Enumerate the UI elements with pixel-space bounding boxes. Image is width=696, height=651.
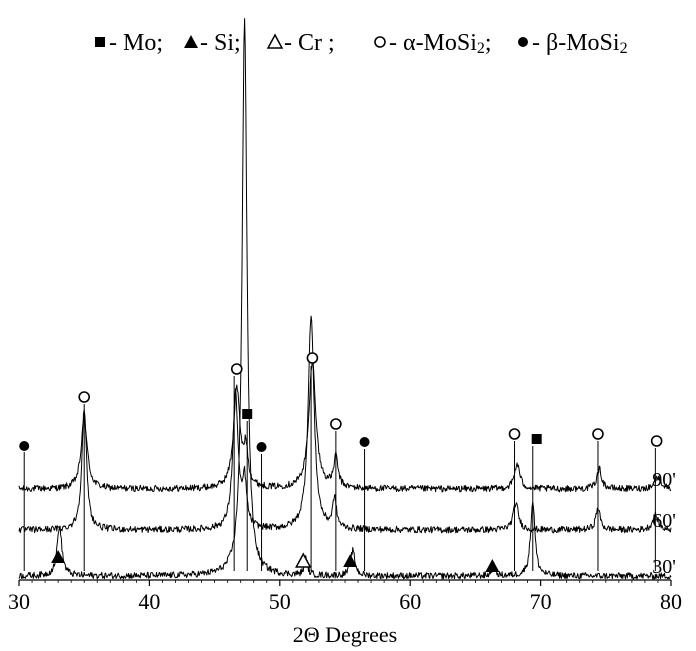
x-tick-label: 80 [660, 589, 682, 614]
legend-symbol-filled-square [95, 37, 105, 47]
legend-entry-text: - Cr ; [284, 30, 335, 56]
x-tick-label: 60 [399, 589, 421, 614]
x-tick-label: 70 [530, 589, 552, 614]
marker-filled-square [531, 434, 542, 444]
marker-filled-triangle [485, 559, 500, 572]
marker-filled-triangle [343, 554, 358, 567]
trace-90min [18, 359, 672, 493]
trace-60min [18, 315, 672, 534]
x-tick-label: 30 [8, 589, 30, 614]
marker-open-circle [78, 391, 90, 403]
legend-entry-text: - β-MoSi2 [532, 30, 628, 57]
marker-open-circle [592, 428, 604, 440]
marker-filled-circle [19, 441, 30, 451]
legend-symbol-filled-circle [518, 37, 528, 47]
series-label: 60' [652, 510, 676, 532]
series-label: 90' [652, 469, 676, 491]
marker-filled-square [242, 409, 253, 419]
x-axis: 30 40 50 60 70 80 [8, 579, 682, 614]
marker-filled-triangle [51, 550, 66, 563]
marker-open-circle [230, 363, 243, 375]
legend-symbol-open-circle [374, 36, 386, 48]
marker-open-triangle [295, 552, 312, 568]
x-tick-label: 50 [269, 589, 291, 614]
x-axis-title: 2Θ Degrees [293, 622, 397, 647]
legend-symbol-filled-triangle [184, 35, 198, 48]
marker-filled-circle [359, 437, 370, 447]
legend-entry-text: - Mo; [109, 30, 163, 56]
phase-markers [19, 352, 663, 572]
legend-entry-text: - Si; [200, 30, 241, 56]
reference-lines [23, 366, 656, 571]
marker-open-circle [508, 428, 521, 440]
legend-symbol-open-triangle [266, 33, 284, 49]
series-label: 30' [652, 556, 676, 578]
marker-filled-circle [256, 442, 267, 452]
series-labels: 90' 60' 30' [652, 469, 676, 578]
legend: - Mo; - Si; - Cr ; - α-MoSi2; - β-MoSi2 [95, 30, 628, 57]
diffraction-traces [18, 18, 672, 580]
legend-entry-text: - α-MoSi2; [389, 30, 492, 57]
marker-open-circle [306, 352, 319, 364]
marker-open-circle [330, 418, 342, 430]
trace-30min [18, 18, 672, 580]
marker-open-circle [650, 435, 663, 447]
x-tick-label: 40 [138, 589, 160, 614]
